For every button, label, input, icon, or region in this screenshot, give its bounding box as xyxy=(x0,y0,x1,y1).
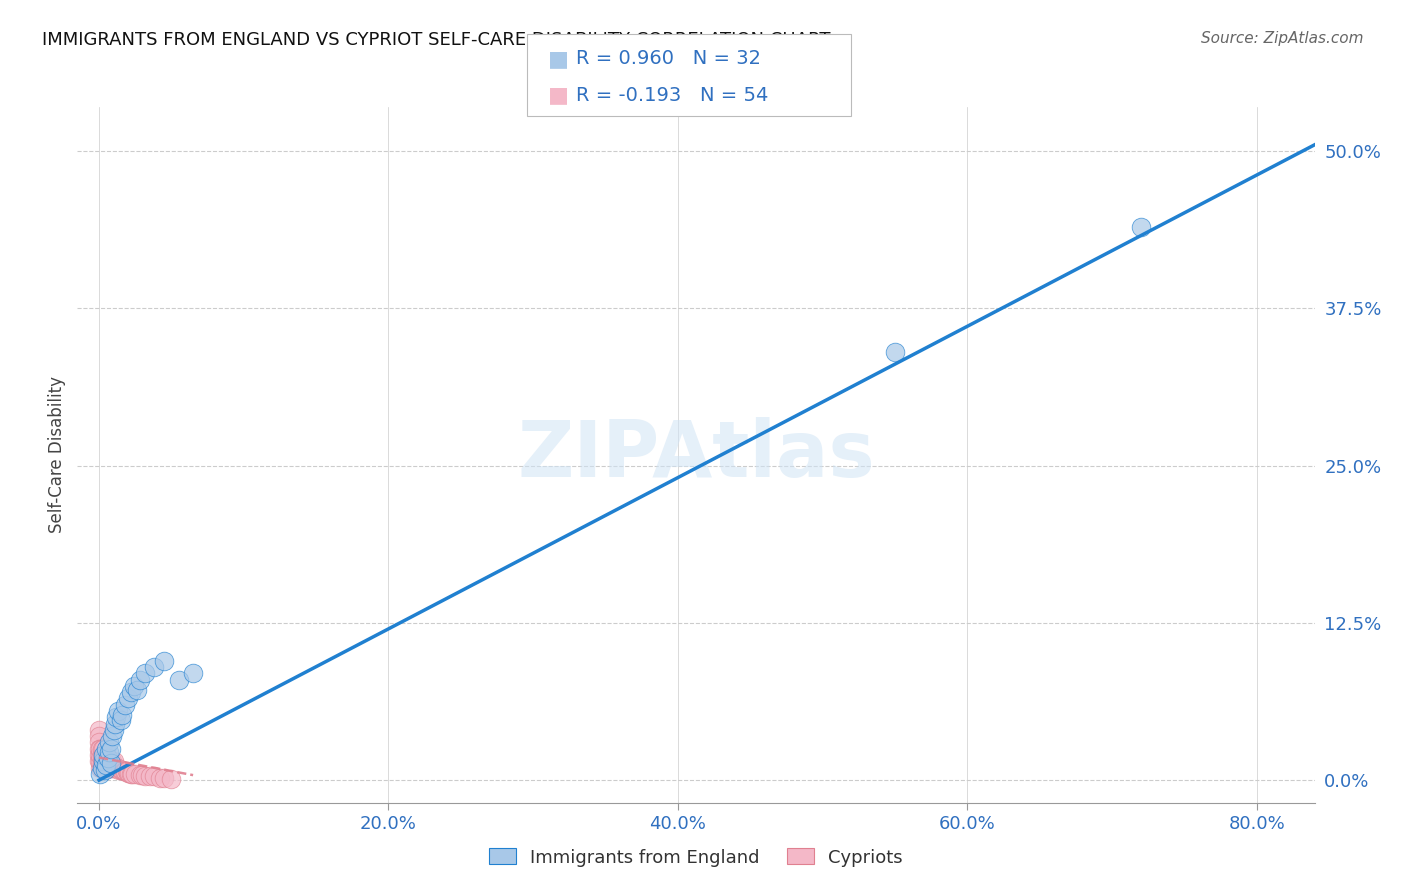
Point xyxy=(90,747,112,762)
Point xyxy=(110,713,132,727)
Point xyxy=(125,682,148,697)
Point xyxy=(131,768,153,782)
Point xyxy=(100,756,122,770)
Point xyxy=(108,763,131,777)
Point xyxy=(134,769,156,783)
Point xyxy=(93,754,115,768)
Point xyxy=(112,764,135,779)
Text: R = 0.960   N = 32: R = 0.960 N = 32 xyxy=(576,49,762,69)
Point xyxy=(153,771,176,785)
Point xyxy=(87,754,110,768)
Text: IMMIGRANTS FROM ENGLAND VS CYPRIOT SELF-CARE DISABILITY CORRELATION CHART: IMMIGRANTS FROM ENGLAND VS CYPRIOT SELF-… xyxy=(42,31,831,49)
Point xyxy=(105,710,128,724)
Point xyxy=(93,754,115,768)
Point xyxy=(98,735,121,749)
Text: R = -0.193   N = 54: R = -0.193 N = 54 xyxy=(576,86,769,105)
Y-axis label: Self-Care Disability: Self-Care Disability xyxy=(48,376,66,533)
Point xyxy=(115,764,138,779)
Point xyxy=(1129,219,1152,234)
Point xyxy=(143,660,166,674)
Point xyxy=(89,741,111,756)
Point xyxy=(89,761,111,775)
Point xyxy=(87,741,110,756)
Point xyxy=(101,761,124,775)
Point xyxy=(104,761,127,775)
Point xyxy=(98,746,121,760)
Point xyxy=(160,772,183,786)
Text: ZIPAtlas: ZIPAtlas xyxy=(517,417,875,493)
Point xyxy=(98,761,121,775)
Point xyxy=(105,761,128,775)
Point xyxy=(89,754,111,768)
Text: ■: ■ xyxy=(548,86,569,105)
Point xyxy=(90,741,112,756)
Point xyxy=(167,673,190,687)
Point xyxy=(96,741,118,756)
Point xyxy=(103,723,125,737)
Point xyxy=(134,666,156,681)
Point xyxy=(90,761,112,775)
Point xyxy=(93,747,115,762)
Point xyxy=(93,747,115,762)
Text: ■: ■ xyxy=(548,49,569,69)
Point xyxy=(90,754,112,768)
Point xyxy=(94,761,117,775)
Point xyxy=(89,767,111,781)
Point xyxy=(181,666,204,681)
Point xyxy=(117,691,139,706)
Point xyxy=(149,771,172,785)
Point xyxy=(87,723,110,737)
Point xyxy=(87,729,110,743)
Point xyxy=(124,767,146,781)
Point xyxy=(103,754,125,768)
Point xyxy=(118,765,141,780)
Point xyxy=(101,729,124,743)
Point xyxy=(100,754,122,768)
Point xyxy=(128,673,150,687)
Point xyxy=(94,747,117,762)
Point xyxy=(103,761,125,775)
Point xyxy=(90,761,112,775)
Point xyxy=(110,763,132,777)
Point xyxy=(96,758,118,772)
Point xyxy=(94,763,117,777)
Point xyxy=(120,767,142,781)
Point xyxy=(101,754,124,768)
Point xyxy=(87,747,110,762)
Point xyxy=(97,754,120,768)
Point xyxy=(143,769,166,783)
Point xyxy=(100,741,122,756)
Point xyxy=(121,767,143,781)
Point xyxy=(87,735,110,749)
Point xyxy=(114,764,136,779)
Point xyxy=(89,747,111,762)
Point xyxy=(114,698,136,712)
Point xyxy=(128,768,150,782)
Point xyxy=(122,679,145,693)
Point xyxy=(97,761,120,775)
Point xyxy=(884,345,907,359)
Point xyxy=(93,741,115,756)
Point xyxy=(111,707,134,722)
Point xyxy=(100,761,122,775)
Point xyxy=(111,763,134,777)
Point xyxy=(120,685,142,699)
Point xyxy=(97,750,120,764)
Point xyxy=(153,654,176,668)
Point xyxy=(96,761,118,775)
Point xyxy=(107,704,129,718)
Legend: Immigrants from England, Cypriots: Immigrants from England, Cypriots xyxy=(482,841,910,874)
Point xyxy=(94,754,117,768)
Point xyxy=(93,761,115,775)
Text: Source: ZipAtlas.com: Source: ZipAtlas.com xyxy=(1201,31,1364,46)
Point xyxy=(104,716,127,731)
Point xyxy=(138,769,160,783)
Point xyxy=(107,761,129,775)
Point xyxy=(96,754,118,768)
Point xyxy=(117,765,139,780)
